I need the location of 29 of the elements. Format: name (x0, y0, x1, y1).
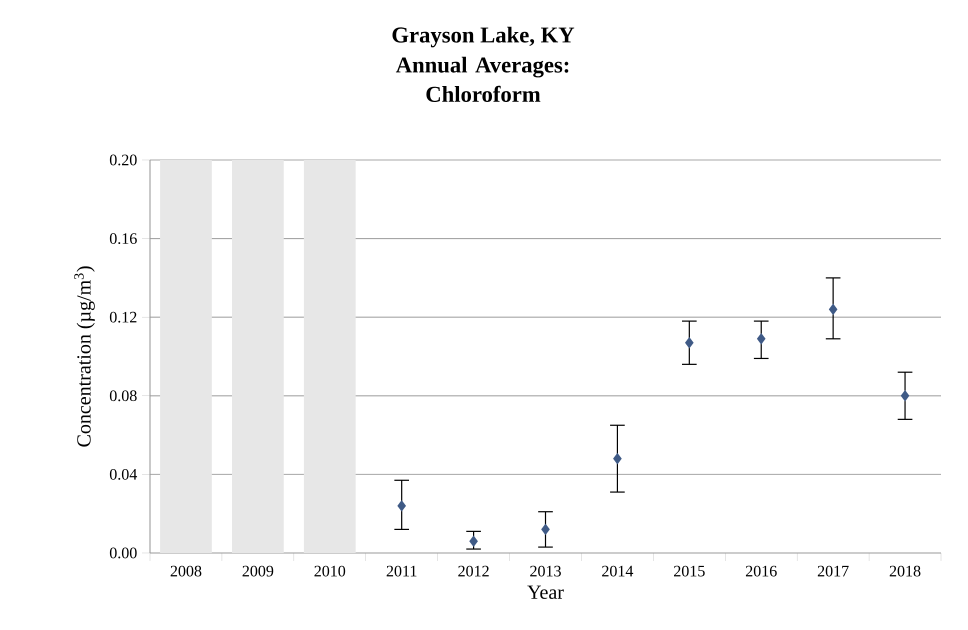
point (828, 304, 838, 315)
x-tick-label: 2012 (458, 566, 489, 576)
x-tick-label: 2013 (530, 566, 561, 576)
point (613, 453, 622, 464)
point (469, 536, 478, 547)
x-tick-label: 2017 (818, 566, 849, 576)
y-axis-title: Concentration (µg/m$^{3}$) (74, 266, 95, 447)
y-tick-label: 0.12 (110, 312, 136, 323)
chart-subtitle: Annual Averages: Chloroform (396, 56, 568, 102)
y-tick-label: 0.20 (110, 154, 137, 166)
chart-title: Grayson Lake, KY (392, 26, 574, 48)
x-axis-title: Year (527, 586, 564, 599)
x-tick-label: 2016 (746, 566, 777, 576)
x-tick-label: 2011 (386, 566, 416, 576)
x-tick-label: 2008 (170, 566, 202, 576)
x-tick-label: 2014 (602, 566, 634, 576)
y-tick-label: 0.04 (110, 468, 138, 480)
x-tick-label: 2015 (674, 566, 705, 576)
y-tick-label: 0.00 (110, 548, 137, 558)
point (756, 333, 766, 344)
point (541, 524, 550, 536)
x-tick-label: 2010 (314, 566, 346, 576)
point (397, 500, 406, 512)
point (685, 337, 694, 348)
x-tick-label: 2009 (242, 566, 274, 576)
point (900, 390, 910, 402)
y-tick-label: 0.16 (110, 233, 137, 244)
y-tick-label: 0.08 (110, 390, 137, 402)
x-tick-label: 2018 (890, 566, 920, 576)
